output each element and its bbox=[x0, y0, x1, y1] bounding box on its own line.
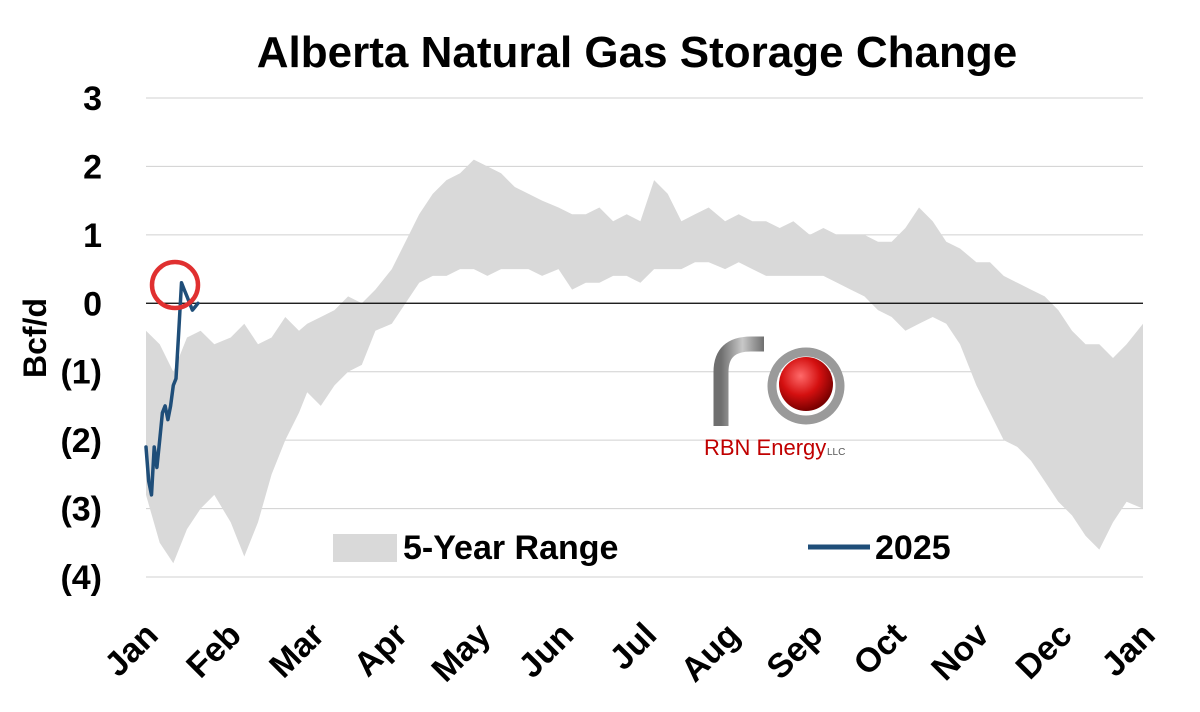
y-tick-label: 1 bbox=[83, 217, 102, 255]
y-tick-label: 0 bbox=[83, 285, 102, 323]
legend: 5-Year Range 2025 bbox=[333, 529, 951, 567]
logo-ball bbox=[779, 357, 833, 411]
legend-series-label: 2025 bbox=[875, 529, 951, 567]
y-tick-label: (4) bbox=[60, 559, 102, 597]
x-tick-label: Mar bbox=[262, 616, 332, 686]
x-tick-label: Dec bbox=[1009, 616, 1080, 687]
y-tick-label: (1) bbox=[60, 354, 102, 392]
x-tick-label: Aug bbox=[674, 616, 748, 690]
logo-ring bbox=[767, 347, 845, 425]
y-tick-label: 3 bbox=[83, 80, 102, 118]
x-tick-label: Nov bbox=[924, 616, 996, 688]
logo-suffix-text: LLC bbox=[827, 447, 845, 458]
x-tick-label: Jan bbox=[97, 616, 165, 684]
x-tick-label: Jul bbox=[603, 616, 665, 678]
y-axis-label: Bcf/d bbox=[17, 298, 53, 378]
y-tick-label: (2) bbox=[60, 422, 102, 460]
range-area bbox=[146, 159, 1143, 564]
legend-range-swatch bbox=[333, 534, 397, 562]
rbn-logo: RBN Energy LLC bbox=[704, 308, 845, 460]
range-area-group bbox=[146, 159, 1143, 564]
x-tick-labels: Jan Feb Mar Apr May Jun Jul Aug Sep Oct Nov Dec Jan bbox=[97, 616, 1162, 690]
y-tick-label: 2 bbox=[83, 148, 102, 186]
x-tick-label: Feb bbox=[179, 616, 249, 686]
x-tick-label: Jan bbox=[1094, 616, 1162, 684]
y-tick-label: (3) bbox=[60, 491, 102, 529]
x-tick-label: May bbox=[424, 616, 498, 690]
x-tick-label: Sep bbox=[759, 616, 830, 687]
chart-title: Alberta Natural Gas Storage Change bbox=[257, 28, 1017, 77]
logo-brand-text: RBN Energy bbox=[704, 435, 826, 460]
x-tick-label: Oct bbox=[846, 616, 913, 683]
x-tick-label: Apr bbox=[347, 616, 415, 684]
highlight-circle bbox=[149, 259, 201, 311]
logo-pipe-left bbox=[713, 336, 764, 426]
legend-range-label: 5-Year Range bbox=[403, 529, 618, 567]
y-tick-labels: 3 2 1 0 (1) (2) (3) (4) bbox=[60, 80, 102, 597]
x-tick-label: Jun bbox=[511, 616, 581, 686]
